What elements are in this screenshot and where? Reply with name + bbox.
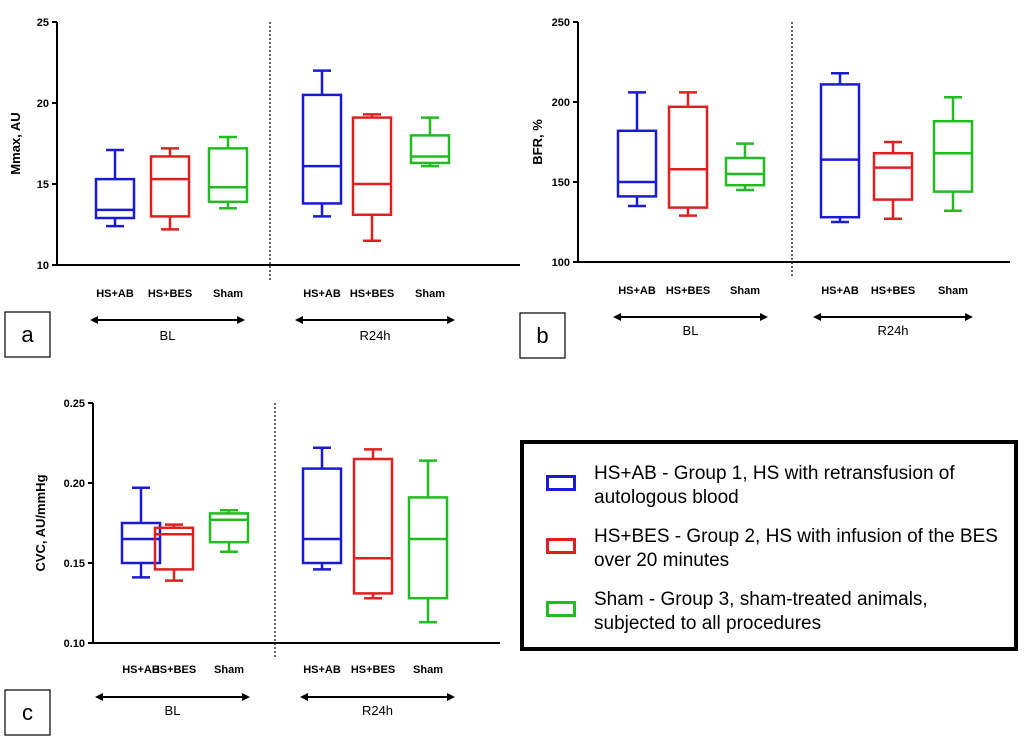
box — [724, 156, 766, 187]
y-tick-label: 10 — [37, 260, 49, 272]
box — [301, 93, 343, 205]
y-tick-label: 150 — [552, 177, 570, 189]
y-tick-label: 15 — [37, 179, 49, 191]
legend-entry: HS+AB - Group 1, HS with retransfusion o… — [546, 462, 1004, 510]
y-tick-label: 0.20 — [64, 478, 85, 490]
box — [407, 496, 449, 600]
category-label: Sham — [214, 664, 244, 676]
panel-letter-box — [4, 689, 51, 736]
y-tick-label: 25 — [37, 17, 49, 29]
y-axis-label: Mmax, AU — [8, 112, 23, 174]
box — [153, 526, 195, 571]
y-tick-label: 100 — [552, 257, 570, 269]
legend: HS+AB - Group 1, HS with retransfusion o… — [520, 440, 1018, 651]
category-label: HS+AB — [122, 664, 160, 676]
box — [872, 151, 914, 201]
legend-entry: HS+BES - Group 2, HS with infusion of th… — [546, 525, 1004, 573]
box — [301, 467, 343, 565]
category-label: Sham — [415, 288, 445, 300]
box — [352, 457, 394, 595]
category-label: HS+AB — [618, 285, 656, 297]
category-label: HS+AB — [303, 288, 341, 300]
legend-icon — [546, 601, 576, 617]
panel-letter: b — [536, 323, 548, 348]
y-tick-label: 200 — [552, 97, 570, 109]
group-label: BL — [165, 703, 181, 718]
box — [120, 521, 162, 565]
panel-letter: a — [21, 322, 34, 347]
box — [94, 177, 136, 220]
group-label: R24h — [362, 703, 393, 718]
legend-text: Sham - Group 3, sham-treated animals, su… — [594, 589, 928, 634]
category-label: HS+BES — [350, 288, 394, 300]
category-label: Sham — [730, 285, 760, 297]
y-tick-label: 20 — [37, 98, 49, 110]
box — [149, 155, 191, 218]
box — [616, 129, 658, 198]
panel-letter-box — [4, 311, 51, 358]
category-label: HS+AB — [821, 285, 859, 297]
legend-text: HS+BES - Group 2, HS with infusion of th… — [594, 526, 998, 571]
box — [351, 116, 393, 217]
panel-letter-box — [519, 312, 566, 359]
y-tick-label: 0.25 — [64, 398, 85, 410]
category-label: HS+AB — [303, 664, 341, 676]
y-axis-label: BFR, % — [530, 119, 545, 165]
legend-icon — [546, 475, 576, 491]
category-label: HS+BES — [152, 664, 196, 676]
y-tick-label: 250 — [552, 17, 570, 29]
box — [819, 83, 861, 219]
box — [932, 119, 974, 193]
group-label: R24h — [877, 323, 908, 338]
category-label: Sham — [938, 285, 968, 297]
group-label: BL — [683, 323, 699, 338]
box — [208, 512, 250, 544]
legend-icon — [546, 538, 576, 554]
y-tick-label: 0.10 — [64, 638, 85, 650]
panel-letter: c — [22, 700, 33, 725]
y-tick-label: 0.15 — [64, 558, 85, 570]
box — [667, 105, 709, 209]
group-label: R24h — [359, 328, 390, 343]
category-label: Sham — [413, 664, 443, 676]
group-label: BL — [160, 328, 176, 343]
legend-text: HS+AB - Group 1, HS with retransfusion o… — [594, 463, 955, 508]
category-label: HS+BES — [871, 285, 915, 297]
category-label: Sham — [213, 288, 243, 300]
category-label: HS+BES — [666, 285, 710, 297]
legend-entry: Sham - Group 3, sham-treated animals, su… — [546, 588, 1004, 636]
box — [409, 134, 451, 165]
category-label: HS+BES — [148, 288, 192, 300]
category-label: HS+AB — [96, 288, 134, 300]
y-axis-label: CVC, AU/mmHg — [33, 474, 48, 571]
box — [207, 147, 249, 204]
category-label: HS+BES — [351, 664, 395, 676]
